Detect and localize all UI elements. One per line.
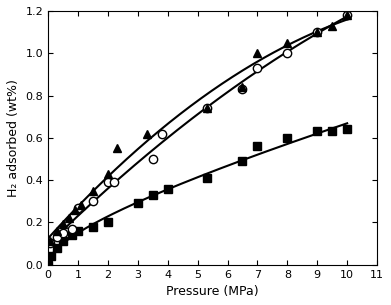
- X-axis label: Pressure (MPa): Pressure (MPa): [166, 285, 259, 298]
- Y-axis label: H₂ adsorbed (wt%): H₂ adsorbed (wt%): [7, 79, 20, 197]
